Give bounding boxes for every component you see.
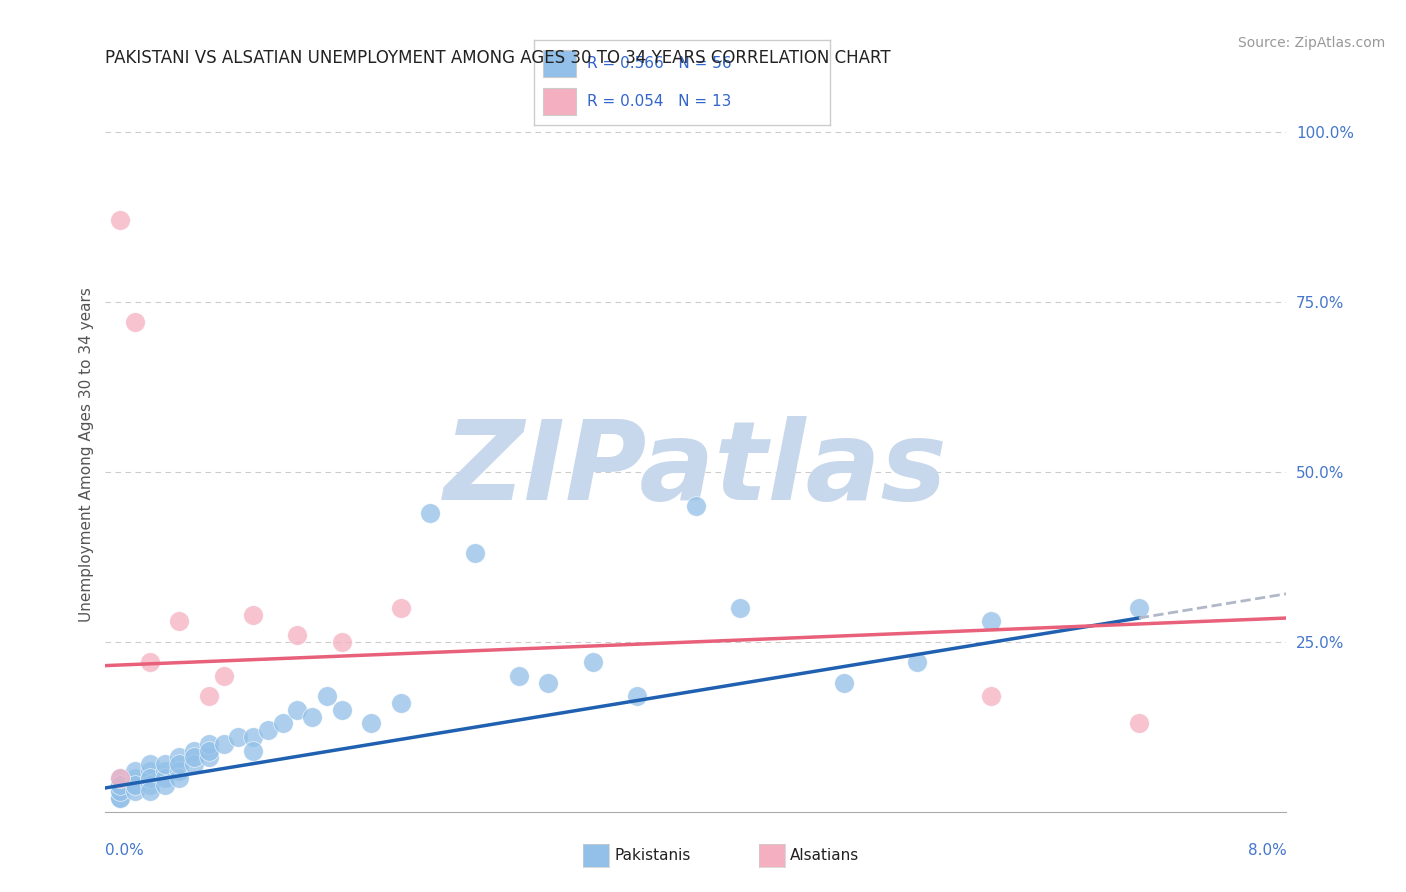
Point [197, 737, 219, 751]
Point [330, 703, 353, 717]
Point [110, 791, 132, 805]
Point [110, 784, 132, 798]
Point [124, 778, 146, 792]
Point [169, 750, 191, 764]
Point [256, 723, 278, 738]
FancyBboxPatch shape [543, 50, 575, 78]
Text: ZIPatlas: ZIPatlas [444, 416, 948, 523]
Text: R = 0.054   N = 13: R = 0.054 N = 13 [588, 94, 731, 109]
Point [226, 730, 250, 744]
Point [124, 764, 146, 778]
Point [124, 315, 146, 329]
Point [183, 757, 205, 772]
FancyBboxPatch shape [543, 87, 575, 115]
Point [685, 499, 707, 513]
Point [124, 771, 146, 785]
Point [138, 655, 162, 669]
Text: 0.0%: 0.0% [105, 843, 145, 858]
Point [110, 771, 132, 785]
Point [271, 716, 294, 731]
Point [169, 757, 191, 772]
Point [153, 764, 176, 778]
Point [197, 743, 219, 757]
Point [183, 750, 205, 764]
Point [315, 689, 337, 703]
Point [626, 689, 648, 703]
Point [508, 669, 530, 683]
Text: Pakistanis: Pakistanis [614, 848, 690, 863]
Point [124, 778, 146, 792]
Point [153, 778, 176, 792]
Point [287, 628, 309, 642]
Point [464, 546, 486, 560]
Point [110, 213, 132, 227]
Point [110, 778, 132, 792]
Point [153, 757, 176, 772]
Point [728, 600, 751, 615]
Point [242, 743, 264, 757]
Point [537, 675, 560, 690]
Point [389, 696, 412, 710]
Point [330, 635, 353, 649]
Point [169, 764, 191, 778]
Point [110, 778, 132, 792]
Point [138, 757, 162, 772]
Point [110, 784, 132, 798]
Point [124, 784, 146, 798]
Point [183, 743, 205, 757]
Point [153, 771, 176, 785]
Text: Alsatians: Alsatians [790, 848, 859, 863]
Point [197, 689, 219, 703]
Point [138, 764, 162, 778]
Point [301, 709, 323, 723]
Point [287, 703, 309, 717]
Point [138, 771, 162, 785]
Point [1128, 716, 1150, 731]
Point [832, 675, 855, 690]
Y-axis label: Unemployment Among Ages 30 to 34 years: Unemployment Among Ages 30 to 34 years [79, 287, 94, 623]
Point [169, 615, 191, 629]
Point [980, 689, 1002, 703]
Text: 8.0%: 8.0% [1247, 843, 1286, 858]
Text: R = 0.566   N = 56: R = 0.566 N = 56 [588, 56, 733, 71]
Point [980, 615, 1002, 629]
Point [197, 750, 219, 764]
Point [242, 730, 264, 744]
Point [169, 771, 191, 785]
Point [905, 655, 928, 669]
Point [212, 669, 235, 683]
Point [138, 771, 162, 785]
Point [110, 791, 132, 805]
Point [138, 778, 162, 792]
Text: Source: ZipAtlas.com: Source: ZipAtlas.com [1237, 36, 1385, 50]
Point [138, 784, 162, 798]
Text: PAKISTANI VS ALSATIAN UNEMPLOYMENT AMONG AGES 30 TO 34 YEARS CORRELATION CHART: PAKISTANI VS ALSATIAN UNEMPLOYMENT AMONG… [105, 49, 891, 67]
Point [389, 600, 412, 615]
Point [360, 716, 382, 731]
Point [212, 737, 235, 751]
Point [1128, 600, 1150, 615]
Point [242, 607, 264, 622]
Point [110, 771, 132, 785]
Point [581, 655, 603, 669]
Point [419, 506, 441, 520]
